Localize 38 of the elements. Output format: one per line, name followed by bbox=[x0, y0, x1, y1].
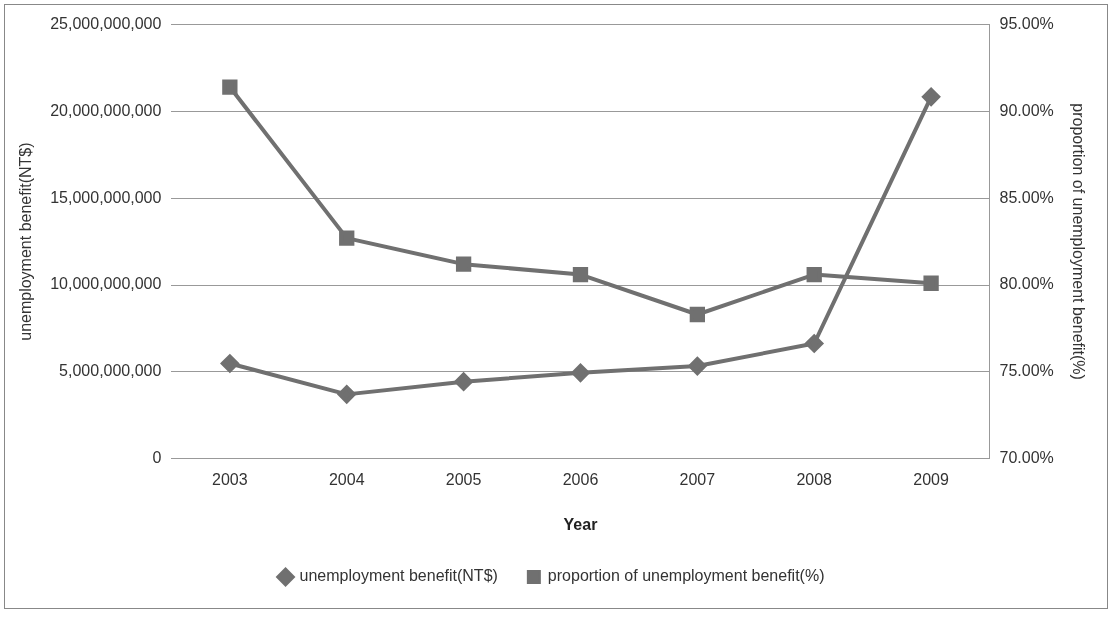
point bbox=[572, 266, 589, 283]
y2-tick-label: 75.00% bbox=[999, 362, 1054, 380]
y2-axis-title: proportion of unemployment benefit(%) bbox=[1069, 103, 1087, 380]
point bbox=[923, 275, 939, 291]
y-tick-label: 25,000,000,000 bbox=[50, 15, 162, 33]
y2-tick-label: 90.00% bbox=[999, 101, 1054, 119]
point bbox=[922, 87, 941, 106]
point bbox=[455, 256, 472, 272]
legend-label: unemployment benefit(NT$) bbox=[299, 567, 498, 585]
y-tick-label: 20,000,000,000 bbox=[50, 101, 162, 119]
y2-tick-label: 85.00% bbox=[999, 188, 1054, 206]
y-tick-label: 5,000,000,000 bbox=[59, 362, 162, 380]
x-tick-label: 2006 bbox=[562, 470, 599, 488]
point bbox=[571, 363, 590, 382]
point bbox=[339, 230, 355, 246]
legend-label: proportion of unemployment benefit(%) bbox=[547, 567, 825, 585]
point bbox=[689, 306, 706, 323]
y2-tick-label: 70.00% bbox=[999, 449, 1054, 467]
point bbox=[806, 266, 822, 283]
point bbox=[805, 334, 824, 353]
y2-tick-label: 95.00% bbox=[999, 15, 1054, 33]
y-tick-label: 0 bbox=[152, 449, 162, 467]
y-axis-title: unemployment benefit(NT$) bbox=[17, 142, 35, 341]
x-tick-label: 2007 bbox=[679, 470, 716, 488]
point bbox=[222, 79, 238, 95]
x-tick-label: 2005 bbox=[445, 470, 482, 488]
point bbox=[688, 357, 707, 376]
x-tick-label: 2004 bbox=[328, 470, 365, 488]
point bbox=[220, 354, 239, 373]
y-tick-label: 10,000,000,000 bbox=[50, 275, 162, 293]
point bbox=[454, 372, 473, 391]
x-tick-label: 2009 bbox=[913, 470, 949, 488]
y2-tick-label: 80.00% bbox=[999, 275, 1054, 293]
x-axis-title: Year bbox=[563, 515, 598, 533]
y-tick-label: 15,000,000,000 bbox=[50, 188, 162, 206]
x-tick-label: 2003 bbox=[212, 470, 248, 488]
x-tick-label: 2008 bbox=[796, 470, 833, 488]
point bbox=[337, 385, 356, 404]
